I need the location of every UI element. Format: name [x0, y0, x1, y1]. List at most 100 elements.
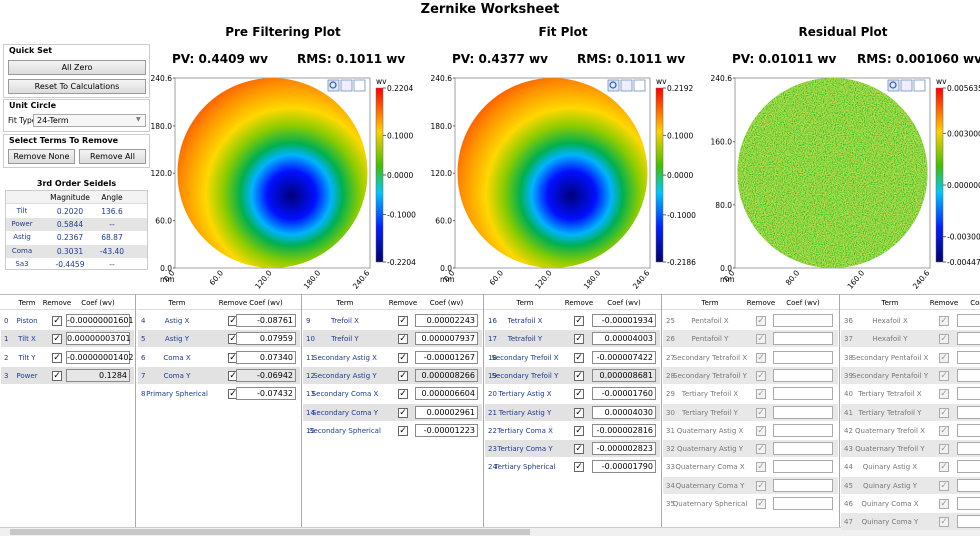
remove-checkbox: ✓	[939, 407, 949, 418]
coef-input[interactable]	[957, 442, 980, 456]
remove-checkbox[interactable]: ✓	[398, 370, 408, 381]
coef-input[interactable]	[773, 350, 833, 364]
coef-input[interactable]	[957, 423, 980, 437]
remove-checkbox[interactable]: ✓	[574, 444, 584, 455]
reset-button[interactable]: Reset To Calculations	[8, 79, 146, 94]
remove-checkbox[interactable]: ✓	[574, 352, 584, 363]
coef-input[interactable]	[957, 314, 980, 327]
term-index: 46	[844, 500, 853, 508]
term-index: 33	[666, 463, 675, 472]
coef-input[interactable]: 0.000008266	[415, 368, 478, 382]
coef-input[interactable]	[957, 460, 980, 474]
remove-checkbox[interactable]: ✓	[574, 316, 584, 326]
remove-checkbox[interactable]: ✓	[574, 462, 584, 473]
term-index: 22	[488, 426, 497, 435]
coef-input[interactable]: -0.00000001601	[66, 314, 134, 327]
remove-checkbox[interactable]: ✓	[398, 389, 408, 400]
remove-checkbox[interactable]: ✓	[398, 334, 408, 345]
term-name: Tilt X	[18, 335, 36, 344]
remove-checkbox[interactable]: ✓	[398, 352, 408, 363]
fit-type-dropdown[interactable]: 24-Term	[33, 114, 146, 127]
coef-input[interactable]	[957, 478, 980, 492]
scroll-thumb[interactable]	[10, 529, 530, 535]
coef-input[interactable]: 0.1284	[66, 368, 130, 382]
coef-input[interactable]: -0.00001760	[592, 387, 656, 401]
coef-input[interactable]	[773, 423, 833, 437]
coef-input[interactable]	[773, 368, 833, 382]
remove-checkbox[interactable]: ✓	[398, 425, 408, 436]
coef-input[interactable]	[957, 368, 980, 382]
coef-input[interactable]	[957, 350, 980, 364]
remove-all-button[interactable]: Remove All	[79, 149, 146, 164]
coef-input[interactable]: -0.000002816	[592, 423, 656, 437]
coef-input[interactable]	[773, 442, 833, 456]
remove-checkbox[interactable]: ✓	[574, 425, 584, 436]
toolbar-icon	[620, 79, 633, 92]
coef-input[interactable]: 0.000006604	[415, 387, 478, 401]
coef-input[interactable]: -0.06942	[236, 368, 296, 382]
coef-input[interactable]	[957, 387, 980, 401]
colorbar-tick-label: 0.003000	[947, 129, 980, 138]
term-name: Secondary Spherical	[309, 426, 381, 435]
remove-checkbox[interactable]: ✓	[52, 316, 62, 326]
all-zero-button[interactable]: All Zero	[8, 60, 146, 75]
coef-input[interactable]: -0.08761	[236, 314, 296, 327]
remove-checkbox[interactable]: ✓	[398, 407, 408, 418]
coef-input[interactable]	[773, 332, 833, 346]
coef-input[interactable]	[957, 515, 980, 529]
x-tick-label: 240.6	[911, 268, 932, 290]
column-header: Term	[168, 299, 186, 307]
coef-input[interactable]	[773, 460, 833, 474]
coef-input[interactable]: -0.07432	[236, 387, 296, 401]
coef-input[interactable]	[773, 405, 833, 419]
seidels-value: -43.40	[99, 246, 125, 256]
remove-checkbox[interactable]: ✓	[574, 334, 584, 345]
term-index: 32	[666, 445, 675, 454]
seidels-value: 136.6	[101, 207, 123, 216]
coef-input[interactable]	[773, 497, 833, 510]
coef-input[interactable]: -0.000002823	[592, 442, 656, 456]
coef-input[interactable]: 0.00004030	[592, 405, 656, 419]
coef-input[interactable]: -0.00001223	[415, 423, 478, 437]
remove-checkbox[interactable]: ✓	[52, 334, 62, 345]
colorbar-unit: wv	[936, 77, 947, 86]
x-tick-label: 240.6	[351, 268, 372, 290]
term-index: 5	[141, 335, 146, 344]
remove-checkbox: ✓	[939, 444, 949, 455]
coef-input[interactable]: 0.07959	[236, 332, 296, 346]
coef-input[interactable]: 0.00000003701	[66, 332, 131, 346]
coef-input[interactable]: 0.000007937	[415, 332, 478, 346]
remove-checkbox[interactable]: ✓	[574, 407, 584, 418]
seidels-value: 0.3031	[56, 246, 84, 256]
coef-input[interactable]: 0.07340	[236, 350, 296, 364]
select-terms-group	[3, 134, 150, 168]
coef-input[interactable]: 0.00004003	[592, 332, 656, 346]
coef-input[interactable]: 0.000008681	[592, 368, 656, 382]
remove-checkbox[interactable]: ✓	[574, 370, 584, 381]
remove-checkbox[interactable]: ✓	[52, 352, 62, 363]
seidels-row-label: Coma	[11, 246, 33, 255]
remove-checkbox[interactable]: ✓	[398, 316, 408, 326]
coef-input[interactable]: -0.00001934	[592, 314, 656, 327]
remove-checkbox[interactable]: ✓	[574, 389, 584, 400]
coef-input[interactable]	[773, 314, 833, 327]
remove-checkbox: ✓	[939, 370, 949, 381]
coef-input[interactable]: 0.00002243	[415, 314, 478, 327]
coef-input[interactable]: -0.00001790	[592, 460, 656, 474]
remove-checkbox[interactable]: ✓	[52, 370, 62, 381]
page-title: Zernike Worksheet	[420, 2, 560, 17]
coef-input[interactable]: -0.00000001402	[66, 350, 134, 364]
column-divider	[483, 294, 484, 527]
coef-input[interactable]: -0.00001267	[415, 350, 478, 364]
horizontal-scrollbar[interactable]	[0, 527, 980, 536]
coef-input[interactable]	[773, 478, 833, 492]
coef-input[interactable]	[957, 405, 980, 419]
coef-input[interactable]: 0.00002961	[415, 405, 478, 419]
x-tick-label: 180.0	[582, 268, 603, 290]
coef-input[interactable]	[957, 332, 980, 346]
y-tick-label: 160.0	[711, 138, 733, 147]
remove-none-button[interactable]: Remove None	[8, 149, 75, 164]
coef-input[interactable]	[773, 387, 833, 401]
coef-input[interactable]	[957, 497, 980, 510]
coef-input[interactable]: -0.000007422	[592, 350, 656, 364]
